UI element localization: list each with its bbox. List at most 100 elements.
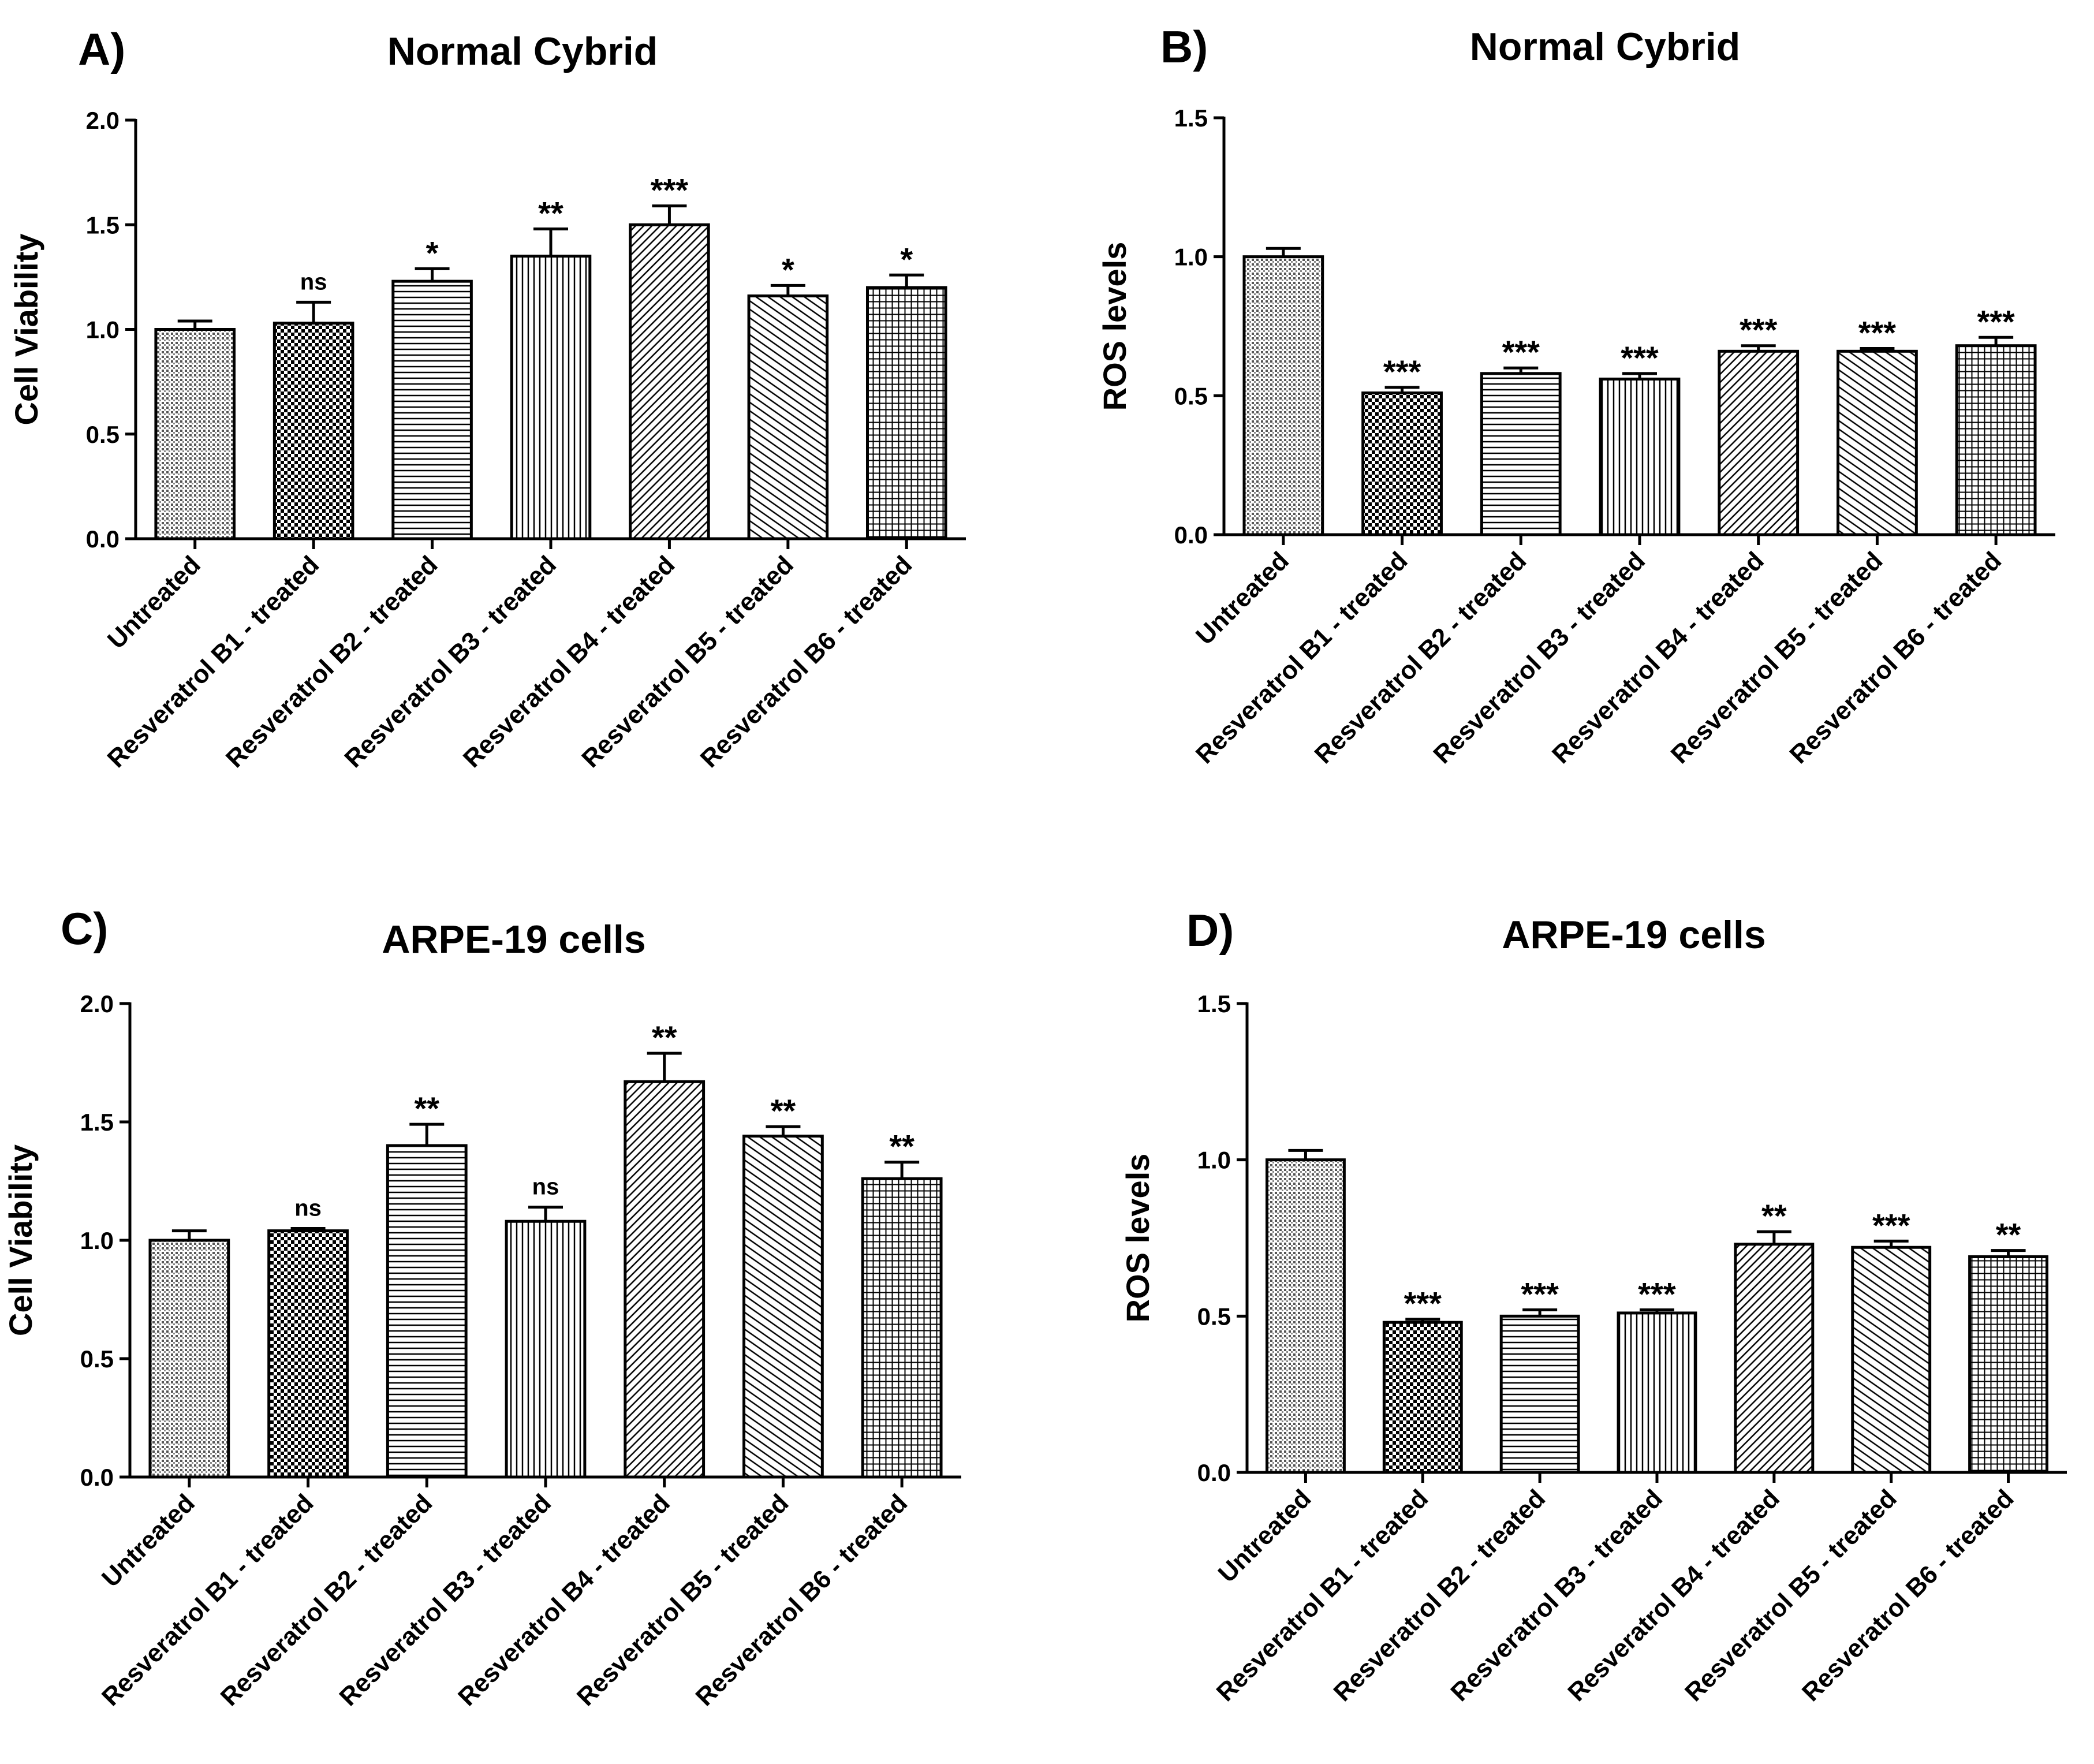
x-tick-label: Resveratrol B5 - treated xyxy=(576,550,799,773)
x-tick-label: Resveratrol B5 - treated xyxy=(1666,546,1888,769)
bar xyxy=(1955,344,2037,536)
panel-d: D) ARPE-19 cells ROS levels 0.0 0.5 1.0 1.5 Unt… xyxy=(1119,905,2067,1707)
significance-label: ** xyxy=(538,195,563,232)
y-tick-label: 0.5 xyxy=(86,421,120,448)
bar xyxy=(267,1229,349,1479)
bar xyxy=(505,1219,587,1479)
significance-label: *** xyxy=(1740,312,1778,348)
significance-label: ** xyxy=(1996,1217,2021,1253)
x-tick-label: Resveratrol B3 - treated xyxy=(339,550,562,773)
x-tick-label: Resveratrol B4 - treated xyxy=(453,1489,675,1711)
y-tick-label: 1.0 xyxy=(1174,244,1208,271)
bar xyxy=(1837,349,1918,536)
x-tick-label: Resveratrol B1 - treated xyxy=(1190,546,1413,769)
significance-label: *** xyxy=(1502,334,1540,370)
significance-label: ns xyxy=(532,1174,559,1200)
significance-label: * xyxy=(900,241,913,277)
bar xyxy=(386,1144,468,1479)
panel-b: B) Normal Cybrid ROS levels 0.0 0.5 1.0 1.5 Unt… xyxy=(1096,21,2055,769)
x-tick-label: Resveratrol B2 - treated xyxy=(215,1489,438,1711)
bar xyxy=(629,223,710,540)
y-tick-label: 1.0 xyxy=(86,316,120,344)
chart-title: Normal Cybrid xyxy=(387,29,658,73)
significance-label: *** xyxy=(1404,1285,1442,1322)
bar xyxy=(1718,349,1800,536)
bar xyxy=(747,294,829,540)
bar xyxy=(1734,1243,1815,1474)
chart-title: ARPE-19 cells xyxy=(382,918,645,961)
x-tick-label: Resveratrol B6 - treated xyxy=(1785,546,2007,769)
x-tick-label: Resveratrol B6 - treated xyxy=(695,550,918,773)
y-axis-label: ROS levels xyxy=(1119,1154,1156,1323)
bar xyxy=(1361,391,1443,536)
bar xyxy=(1851,1245,1932,1474)
panel-letter: B) xyxy=(1160,21,1208,72)
x-tick-label: Untreated xyxy=(96,1489,200,1593)
y-tick-label: 0.5 xyxy=(1174,382,1208,409)
bar xyxy=(1599,377,1681,536)
significance-label: *** xyxy=(1977,303,2015,340)
bar xyxy=(1617,1311,1697,1474)
bar xyxy=(510,255,592,540)
bar xyxy=(1968,1255,2049,1474)
y-tick-label: 1.5 xyxy=(80,1109,114,1136)
significance-label: * xyxy=(782,251,794,288)
x-tick-label: Resveratrol B2 - treated xyxy=(1328,1484,1551,1707)
bar xyxy=(154,328,236,540)
y-tick-label: 1.0 xyxy=(1197,1147,1231,1174)
significance-label: ** xyxy=(889,1128,915,1165)
bar xyxy=(624,1080,706,1479)
x-tick-label: Resveratrol B3 - treated xyxy=(334,1489,557,1711)
significance-label: ** xyxy=(414,1090,439,1127)
y-axis-label: ROS levels xyxy=(1096,242,1133,411)
y-axis-label: Cell Viability xyxy=(2,1144,39,1336)
x-tick-label: Resveratrol B1 - treated xyxy=(96,1489,319,1711)
bar xyxy=(1499,1314,1580,1474)
significance-label: ** xyxy=(652,1019,677,1056)
x-tick-label: Untreated xyxy=(1213,1484,1317,1588)
y-tick-label: 1.5 xyxy=(1174,105,1208,132)
significance-label: ns xyxy=(300,269,327,294)
significance-label: *** xyxy=(1383,353,1421,390)
bar xyxy=(1265,1158,1346,1474)
significance-label: * xyxy=(426,234,439,271)
x-tick-label: Resveratrol B6 - treated xyxy=(690,1489,913,1711)
bar xyxy=(148,1239,230,1479)
y-tick-label: 2.0 xyxy=(80,990,114,1017)
y-tick-label: 0.5 xyxy=(80,1345,114,1373)
x-tick-label: Resveratrol B5 - treated xyxy=(572,1489,794,1711)
y-tick-label: 1.0 xyxy=(80,1227,114,1254)
bar xyxy=(742,1135,824,1479)
panel-c: C) ARPE-19 cells Cell Viability 0.0 0.5 1.0 1.… xyxy=(2,903,961,1711)
x-tick-label: Resveratrol B2 - treated xyxy=(221,550,443,773)
panel-a: A) Normal Cybrid Cell Viability 0.0 0.5 1.0 1.… xyxy=(8,24,966,773)
y-tick-label: 0.0 xyxy=(80,1464,114,1491)
significance-label: *** xyxy=(1521,1276,1559,1312)
bar xyxy=(861,1177,943,1479)
x-tick-label: Resveratrol B1 - treated xyxy=(102,550,325,773)
significance-label: ns xyxy=(294,1196,322,1221)
y-tick-label: 0.5 xyxy=(1197,1303,1231,1330)
x-tick-label: Resveratrol B2 - treated xyxy=(1309,546,1532,769)
x-tick-label: Untreated xyxy=(1190,546,1294,650)
bar xyxy=(1480,372,1562,536)
x-tick-label: Resveratrol B3 - treated xyxy=(1445,1484,1668,1707)
x-tick-label: Resveratrol B4 - treated xyxy=(458,550,681,773)
significance-label: *** xyxy=(651,172,689,208)
significance-label: ** xyxy=(771,1092,796,1129)
y-tick-label: 0.0 xyxy=(1174,521,1208,549)
x-tick-label: Resveratrol B4 - treated xyxy=(1547,546,1770,769)
significance-label: *** xyxy=(1638,1276,1676,1312)
panel-letter: D) xyxy=(1186,905,1234,956)
significance-label: *** xyxy=(1621,340,1659,376)
x-tick-label: Resveratrol B4 - treated xyxy=(1562,1484,1785,1707)
y-tick-label: 0.0 xyxy=(1197,1459,1231,1486)
significance-label: *** xyxy=(1872,1207,1910,1243)
y-axis-label: Cell Viability xyxy=(8,234,44,426)
x-tick-label: Untreated xyxy=(102,550,206,654)
significance-label: ** xyxy=(1761,1198,1787,1234)
y-tick-label: 1.5 xyxy=(1197,990,1231,1017)
x-tick-label: Resveratrol B3 - treated xyxy=(1428,546,1651,769)
y-tick-label: 1.5 xyxy=(86,211,120,238)
bar xyxy=(865,286,947,540)
